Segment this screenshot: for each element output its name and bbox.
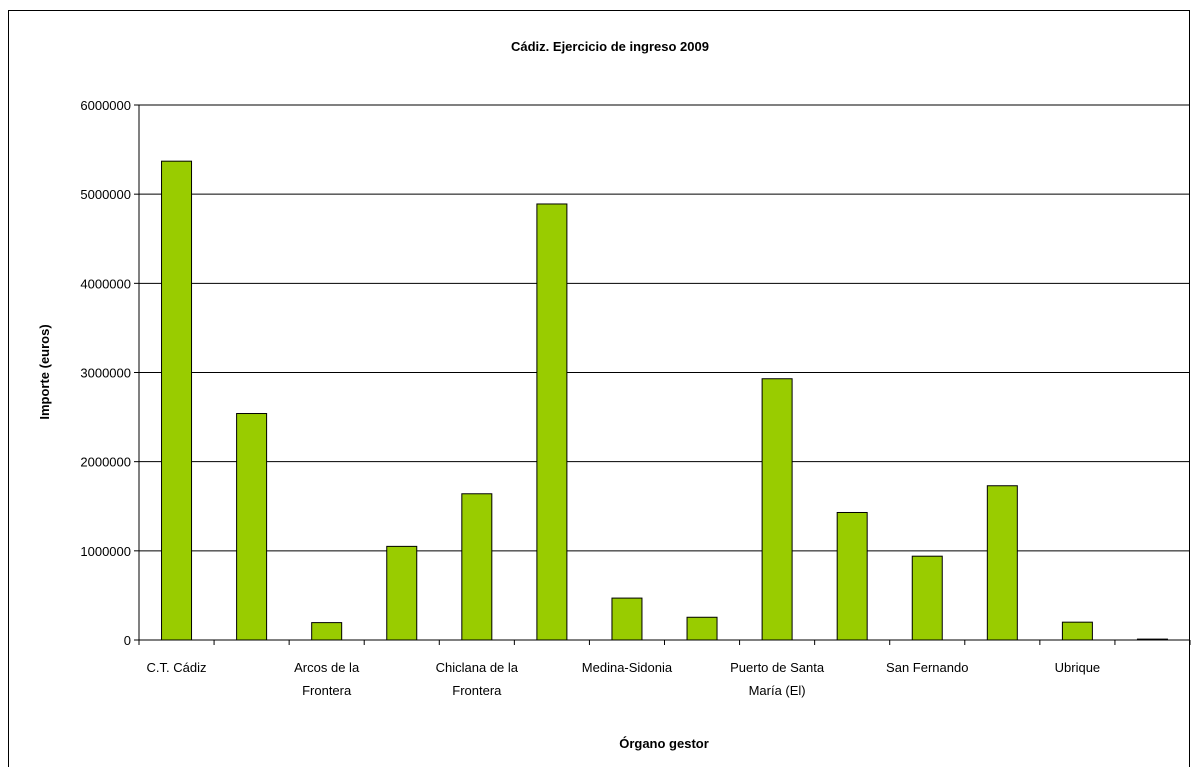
bar [836,511,868,641]
bar [686,616,718,641]
x-tick-label: San Fernando [886,660,968,675]
y-axis-title: Importe (euros) [37,324,52,419]
bar [611,597,643,641]
x-tick-label: Arcos de la Frontera [294,660,360,698]
x-axis-title: Órgano gestor [619,736,709,751]
bar [161,160,193,641]
bar [911,555,943,641]
bar [386,545,418,641]
x-tick-label: C.T. Cádiz [147,660,207,675]
bar [986,485,1018,641]
y-tick-label: 3000000 [80,366,131,381]
y-tick-label: 4000000 [80,276,131,291]
y-tick-label: 0 [124,633,131,648]
y-tick-label: 6000000 [80,98,131,113]
bar [461,493,493,641]
x-tick-label: Chiclana de la Frontera [436,660,519,698]
chart-title: Cádiz. Ejercicio de ingreso 2009 [511,39,709,54]
bar [1061,621,1093,641]
x-tick-label: Puerto de Santa María (El) [730,660,825,698]
y-tick-label: 2000000 [80,455,131,470]
bar [761,378,793,641]
bar [1136,638,1168,641]
y-tick-label: 1000000 [80,544,131,559]
chart-frame [8,10,1190,767]
x-tick-label: Medina-Sidonia [582,660,673,675]
y-tick-label: 5000000 [80,187,131,202]
bar [311,622,343,641]
x-tick-label: Ubrique [1055,660,1101,675]
bar [236,413,268,641]
bar [536,203,568,641]
